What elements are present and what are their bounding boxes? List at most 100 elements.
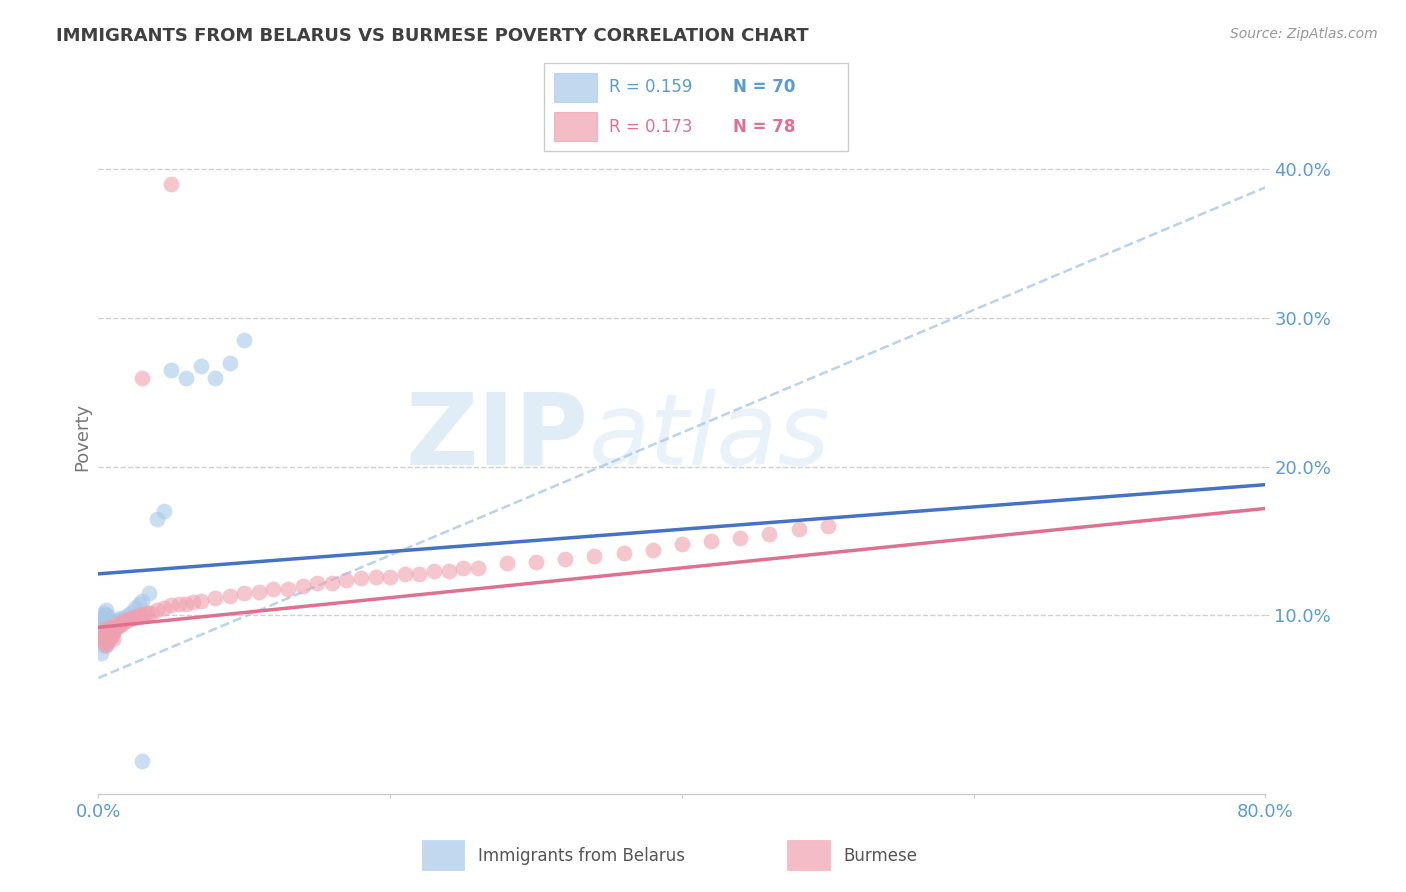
- Point: [160, 598, 183, 612]
- Point: [104, 620, 127, 634]
- Point: [97, 617, 120, 632]
- Point: [91, 626, 114, 640]
- Point: [111, 617, 134, 632]
- Text: ZIP: ZIP: [406, 389, 589, 485]
- Point: [93, 606, 115, 620]
- Point: [204, 370, 226, 384]
- Point: [117, 608, 139, 623]
- Point: [138, 586, 160, 600]
- Point: [394, 566, 416, 581]
- Point: [100, 617, 122, 632]
- Point: [103, 624, 125, 638]
- Point: [93, 617, 115, 632]
- Point: [335, 573, 357, 587]
- Text: atlas: atlas: [589, 389, 830, 485]
- Point: [378, 570, 402, 584]
- Point: [131, 754, 153, 768]
- Point: [104, 620, 127, 634]
- Point: [94, 608, 117, 623]
- Point: [262, 582, 284, 596]
- Text: Source: ZipAtlas.com: Source: ZipAtlas.com: [1230, 27, 1378, 41]
- Text: R = 0.173: R = 0.173: [609, 118, 693, 136]
- Point: [100, 624, 122, 638]
- Point: [408, 566, 430, 581]
- Point: [93, 635, 115, 649]
- Point: [174, 597, 197, 611]
- Point: [100, 626, 122, 640]
- Point: [110, 615, 132, 630]
- Point: [641, 543, 664, 558]
- Point: [105, 619, 128, 633]
- Point: [364, 570, 387, 584]
- Point: [114, 611, 136, 625]
- Point: [110, 611, 132, 625]
- Point: [291, 579, 314, 593]
- Point: [98, 622, 121, 636]
- Point: [554, 552, 576, 566]
- Point: [146, 512, 169, 526]
- Point: [93, 611, 115, 625]
- Point: [423, 564, 446, 578]
- Point: [153, 601, 176, 615]
- Point: [101, 619, 124, 633]
- Point: [96, 617, 118, 632]
- Point: [204, 591, 226, 605]
- Point: [98, 617, 121, 632]
- Point: [124, 601, 146, 615]
- Point: [153, 504, 176, 518]
- Point: [96, 622, 118, 636]
- Point: [612, 546, 634, 560]
- Point: [583, 549, 606, 563]
- Point: [122, 611, 145, 625]
- Point: [700, 534, 723, 549]
- Point: [94, 638, 117, 652]
- Point: [90, 631, 112, 645]
- Point: [101, 626, 124, 640]
- Point: [233, 586, 256, 600]
- Point: [167, 597, 190, 611]
- Point: [128, 608, 150, 623]
- Point: [181, 595, 204, 609]
- Point: [160, 363, 183, 377]
- Point: [120, 606, 142, 620]
- Point: [96, 608, 118, 623]
- Point: [218, 356, 240, 370]
- Point: [307, 575, 329, 590]
- Point: [94, 626, 117, 640]
- Point: [108, 617, 131, 632]
- Point: [125, 610, 148, 624]
- Point: [131, 370, 153, 384]
- Text: N = 78: N = 78: [733, 118, 796, 136]
- Point: [91, 624, 114, 638]
- Point: [787, 522, 810, 536]
- Point: [91, 631, 114, 645]
- Point: [108, 619, 131, 633]
- Point: [89, 626, 111, 640]
- Point: [96, 635, 118, 649]
- Point: [100, 622, 122, 636]
- Point: [101, 615, 124, 629]
- Point: [105, 617, 128, 632]
- Point: [139, 606, 162, 620]
- Point: [98, 629, 121, 643]
- Point: [98, 624, 121, 638]
- Text: R = 0.159: R = 0.159: [609, 78, 693, 96]
- Point: [93, 624, 115, 638]
- Y-axis label: Poverty: Poverty: [73, 403, 91, 471]
- Point: [93, 635, 115, 649]
- Point: [97, 620, 120, 634]
- Point: [111, 615, 134, 629]
- Text: N = 70: N = 70: [733, 78, 796, 96]
- Point: [97, 622, 120, 636]
- Point: [321, 575, 343, 590]
- Point: [758, 526, 780, 541]
- Point: [103, 624, 125, 638]
- Point: [100, 629, 122, 643]
- Point: [103, 619, 125, 633]
- Point: [101, 624, 124, 638]
- Bar: [787, 840, 830, 870]
- Text: Burmese: Burmese: [844, 847, 918, 865]
- Point: [146, 602, 169, 616]
- Point: [90, 620, 112, 634]
- Point: [98, 626, 121, 640]
